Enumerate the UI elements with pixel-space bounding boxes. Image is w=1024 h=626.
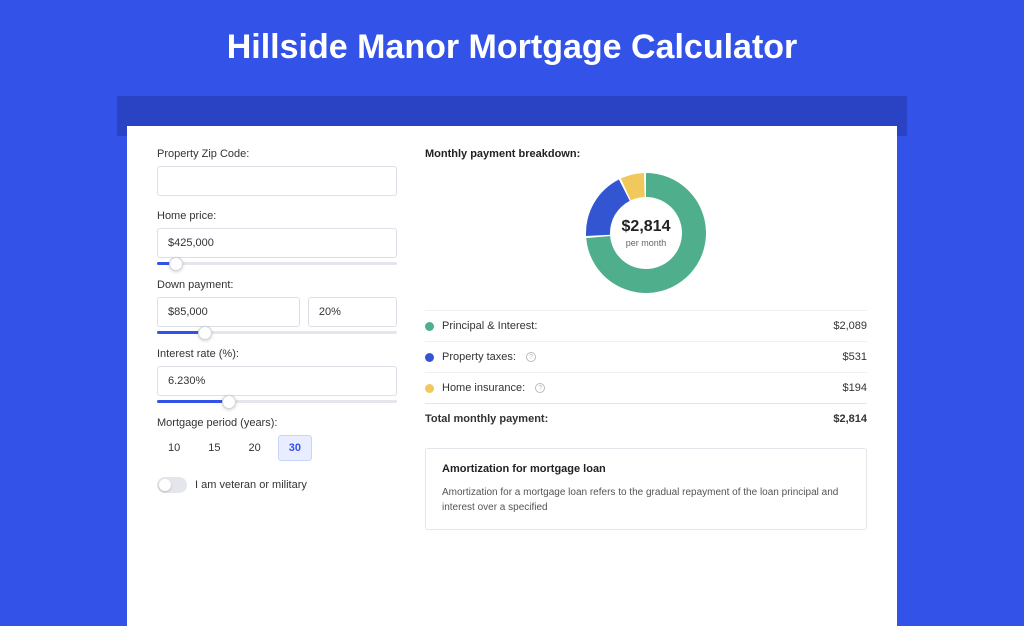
interest-rate-label: Interest rate (%): <box>157 348 397 360</box>
mortgage-period-field: Mortgage period (years): 1015 2030 <box>157 417 397 461</box>
legend-dot <box>425 384 434 393</box>
total-line: Total monthly payment: $2,814 <box>425 403 867 434</box>
zip-field: Property Zip Code: <box>157 148 397 196</box>
donut-sub: per month <box>626 238 667 248</box>
calculator-card: Property Zip Code: Home price: Down paym… <box>127 126 897 626</box>
donut-chart-wrap: $2,814 per month <box>425 172 867 294</box>
home-price-input[interactable] <box>157 228 397 258</box>
breakdown-column: Monthly payment breakdown: $2,814 per mo… <box>425 148 867 530</box>
donut-chart: $2,814 per month <box>585 172 707 294</box>
interest-rate-field: Interest rate (%): <box>157 348 397 403</box>
breakdown-line: Property taxes:? $531 <box>425 341 867 372</box>
down-payment-label: Down payment: <box>157 279 397 291</box>
breakdown-line-value: $2,089 <box>833 320 867 332</box>
home-price-label: Home price: <box>157 210 397 222</box>
interest-rate-input[interactable] <box>157 366 397 396</box>
zip-input[interactable] <box>157 166 397 196</box>
info-icon[interactable]: ? <box>526 352 536 362</box>
info-icon[interactable]: ? <box>535 383 545 393</box>
breakdown-line-value: $194 <box>843 382 867 394</box>
total-label: Total monthly payment: <box>425 413 548 425</box>
veteran-row: I am veteran or military <box>157 477 397 493</box>
legend-dot <box>425 322 434 331</box>
amortization-section: Amortization for mortgage loan Amortizat… <box>425 448 867 530</box>
interest-rate-slider-thumb[interactable] <box>222 395 236 409</box>
amortization-text: Amortization for a mortgage loan refers … <box>442 485 850 515</box>
breakdown-title: Monthly payment breakdown: <box>425 148 867 160</box>
breakdown-line-label: Property taxes: <box>442 351 516 363</box>
breakdown-line-label: Home insurance: <box>442 382 525 394</box>
amortization-title: Amortization for mortgage loan <box>442 463 850 475</box>
period-option-15[interactable]: 15 <box>197 435 231 461</box>
home-price-slider-thumb[interactable] <box>169 257 183 271</box>
down-payment-slider-thumb[interactable] <box>198 326 212 340</box>
total-value: $2,814 <box>833 413 867 425</box>
period-option-10[interactable]: 10 <box>157 435 191 461</box>
form-column: Property Zip Code: Home price: Down paym… <box>157 148 397 530</box>
veteran-toggle[interactable] <box>157 477 187 493</box>
zip-label: Property Zip Code: <box>157 148 397 160</box>
down-payment-amount-input[interactable] <box>157 297 300 327</box>
home-price-field: Home price: <box>157 210 397 265</box>
breakdown-line-label: Principal & Interest: <box>442 320 537 332</box>
down-payment-field: Down payment: <box>157 279 397 334</box>
veteran-label: I am veteran or military <box>195 479 307 491</box>
period-option-20[interactable]: 20 <box>238 435 272 461</box>
breakdown-line: Home insurance:? $194 <box>425 372 867 403</box>
down-payment-percent-input[interactable] <box>308 297 397 327</box>
home-price-slider[interactable] <box>157 262 397 265</box>
interest-rate-slider[interactable] <box>157 400 397 403</box>
period-option-30[interactable]: 30 <box>278 435 312 461</box>
donut-center: $2,814 per month <box>585 172 707 294</box>
mortgage-period-label: Mortgage period (years): <box>157 417 397 429</box>
page-title: Hillside Manor Mortgage Calculator <box>0 0 1024 85</box>
donut-amount: $2,814 <box>622 218 671 236</box>
legend-dot <box>425 353 434 362</box>
down-payment-slider[interactable] <box>157 331 397 334</box>
breakdown-line: Principal & Interest: $2,089 <box>425 310 867 341</box>
breakdown-line-value: $531 <box>843 351 867 363</box>
